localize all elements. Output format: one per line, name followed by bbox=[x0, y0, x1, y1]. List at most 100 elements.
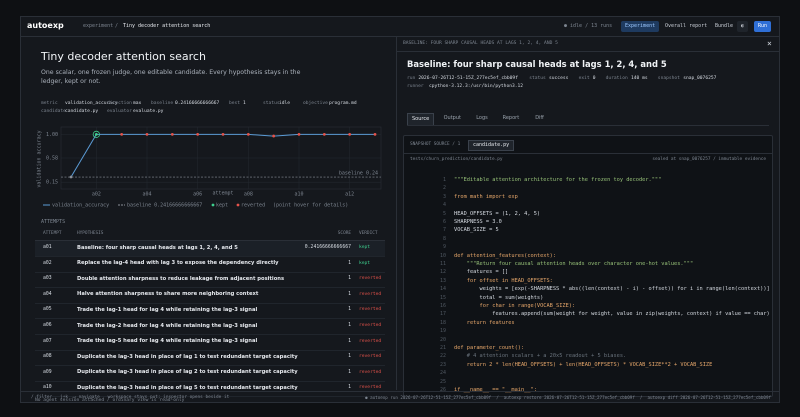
meta-key: best bbox=[229, 101, 241, 106]
meta-key: exit bbox=[578, 76, 590, 81]
inspector-heading: BASELINE: FOUR SHARP CAUSAL HEADS AT LAG… bbox=[403, 41, 558, 46]
attempt-id: a05 bbox=[43, 307, 52, 313]
table-row[interactable] bbox=[35, 303, 385, 320]
line bbox=[70, 133, 375, 178]
hypothesis: Duplicate the lag-3 head in place of lag… bbox=[77, 369, 298, 376]
meta-key: baseline bbox=[151, 101, 174, 106]
bottom-bar: / filter j+k ↵ navigate workspace stays … bbox=[21, 391, 779, 403]
point bbox=[246, 132, 250, 136]
line-number: 22 bbox=[439, 353, 446, 360]
line-number: 12 bbox=[439, 269, 446, 276]
tab-button[interactable]: Overall report bbox=[665, 23, 708, 29]
verdict: reverted bbox=[359, 369, 382, 375]
meta-value: idle bbox=[279, 101, 291, 106]
left-panel: Tiny decoder attention search One scalar… bbox=[21, 37, 397, 403]
code-line: # 4 attention scalars + a 20x5 readout +… bbox=[454, 353, 627, 360]
x-tick-label: a06 bbox=[193, 192, 202, 198]
table-row[interactable] bbox=[35, 319, 385, 335]
attempt-id: a10 bbox=[43, 385, 52, 391]
hypothesis: Replace the lag-4 head with lag 3 to exp… bbox=[77, 260, 279, 267]
commands: ● autoexp run 2026-07-26T12-51-15Z_277ec… bbox=[365, 395, 771, 400]
meta-key: evaluator bbox=[107, 109, 132, 114]
verdict: reverted bbox=[359, 338, 382, 344]
point bbox=[69, 175, 73, 179]
meta-key: direction bbox=[107, 101, 132, 106]
meta-value: validation_accuracy bbox=[65, 101, 118, 106]
run-button[interactable]: Run bbox=[754, 21, 772, 32]
tab-button[interactable]: Experiment bbox=[621, 21, 660, 32]
verdict: kept bbox=[359, 260, 371, 266]
attempt-id: a09 bbox=[43, 369, 52, 375]
theme-toggle[interactable]: ◐ bbox=[737, 21, 748, 32]
code-line: return 2 * len(HEAD_OFFSETS) + len(HEAD_… bbox=[454, 361, 713, 368]
attempt-id: a04 bbox=[43, 291, 52, 297]
tab[interactable]: Report bbox=[502, 115, 520, 121]
line-number: 25 bbox=[439, 378, 446, 385]
code-line: """Return four causal attention heads ov… bbox=[454, 261, 694, 267]
meta-value: evaluate.py bbox=[133, 109, 164, 114]
line-number: 7 bbox=[442, 227, 446, 234]
table-row[interactable] bbox=[35, 257, 385, 273]
legend-dot bbox=[236, 203, 240, 207]
hypothesis: Trade the lag-5 head for lag 4 while ret… bbox=[77, 338, 258, 345]
code-line: from math import exp bbox=[454, 193, 518, 200]
x-tick-label: a08 bbox=[244, 192, 253, 198]
table-row[interactable] bbox=[35, 366, 385, 382]
line-number: 10 bbox=[439, 252, 446, 259]
table-row[interactable] bbox=[35, 335, 385, 351]
x-tick-label: a10 bbox=[294, 192, 303, 198]
attempt-id: a07 bbox=[43, 338, 52, 344]
line-number: 6 bbox=[442, 219, 446, 225]
best-ring bbox=[92, 130, 100, 138]
legend-label: validation_accuracy bbox=[52, 203, 109, 209]
y-tick-label: 0.15 bbox=[46, 180, 58, 186]
file-tab[interactable]: candidate.py bbox=[468, 140, 515, 151]
line-number: 14 bbox=[439, 286, 446, 293]
line-number: 18 bbox=[439, 319, 446, 326]
baseline-label: baseline 0.24 bbox=[339, 171, 378, 177]
crumb-sep: / bbox=[115, 23, 119, 29]
table-row[interactable] bbox=[35, 381, 385, 398]
right-panel: BASELINE: FOUR SHARP CAUSAL HEADS AT LAG… bbox=[397, 37, 779, 397]
legend-label: baseline 0.24166666666667 bbox=[127, 203, 202, 209]
sealed-note: sealed at snap_0076257 / immutable evide… bbox=[652, 157, 766, 162]
code-line: def parameter_count(): bbox=[454, 345, 525, 351]
table-row[interactable] bbox=[35, 350, 385, 367]
verdict: reverted bbox=[359, 385, 382, 391]
experiment-title: Tiny decoder attention search bbox=[41, 50, 206, 63]
line-number: 2 bbox=[442, 185, 446, 192]
tab-button[interactable]: Bundle bbox=[715, 23, 734, 29]
table-row[interactable] bbox=[35, 272, 385, 289]
legend-label: kept bbox=[216, 203, 228, 209]
point bbox=[272, 134, 276, 138]
code-box: SNAPSHOT SOURCE / 1 candidate.py tests/c… bbox=[403, 135, 773, 397]
line-number: 8 bbox=[442, 235, 446, 242]
attempt-id: a06 bbox=[43, 323, 52, 328]
tab[interactable]: Output bbox=[443, 115, 461, 121]
meta-value: cpython-3.12.3:/usr/bin/python3.12 bbox=[429, 84, 524, 89]
score: 1 bbox=[348, 354, 351, 360]
close-button[interactable]: × bbox=[767, 39, 772, 48]
hypothesis: Trade the lag-1 head for lag 4 while ret… bbox=[77, 306, 258, 313]
code-line: features.append(sum(weight for weight, v… bbox=[454, 311, 773, 318]
score: 1 bbox=[348, 323, 351, 328]
point bbox=[373, 132, 377, 136]
line-number: 3 bbox=[442, 193, 446, 200]
tab[interactable]: Diff bbox=[535, 115, 544, 121]
top-bar: autoexp experiment / Tiny decoder attent… bbox=[21, 17, 779, 37]
column-header: VERDICT bbox=[359, 231, 378, 236]
tab[interactable]: Source bbox=[407, 113, 435, 125]
inspector-header bbox=[397, 37, 779, 52]
legend-note: (point hover for details) bbox=[273, 203, 348, 209]
code-line: VOCAB_SIZE = 5 bbox=[454, 227, 499, 234]
table-row[interactable] bbox=[35, 288, 385, 304]
line-number: 17 bbox=[439, 311, 446, 318]
breadcrumb-title[interactable]: Tiny decoder attention search bbox=[123, 23, 211, 29]
table-row[interactable] bbox=[35, 241, 385, 257]
meta-value: program.md bbox=[329, 101, 357, 106]
tab[interactable]: Logs bbox=[476, 115, 488, 121]
line-number: 23 bbox=[439, 361, 446, 368]
code-line: for offset in HEAD_OFFSETS: bbox=[454, 277, 553, 284]
x-axis-label: attempt bbox=[212, 191, 233, 197]
